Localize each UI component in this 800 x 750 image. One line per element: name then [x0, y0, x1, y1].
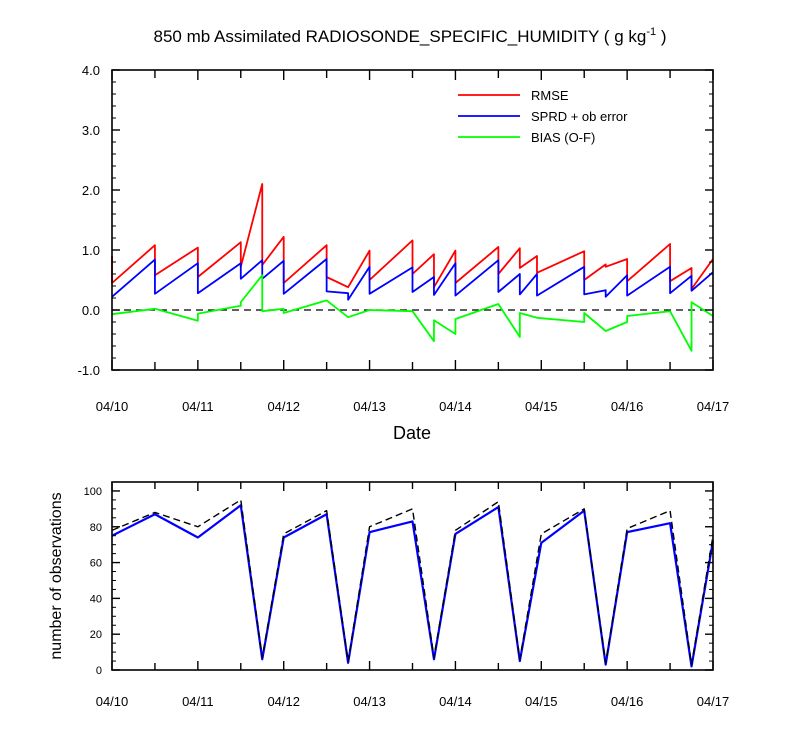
- legend-label-rmse: RMSE: [531, 88, 569, 103]
- legend-label-sprd-ob-error: SPRD + ob error: [531, 109, 628, 124]
- x-tick-label: 04/13: [353, 694, 386, 709]
- y-tick-label: 60: [90, 558, 102, 570]
- title-close: ): [656, 27, 666, 46]
- legend-label-bias-o-f: BIAS (O-F): [531, 130, 595, 145]
- y-tick-label: 80: [90, 522, 102, 534]
- chart-title: 850 mb Assimilated RADIOSONDE_SPECIFIC_H…: [154, 26, 667, 46]
- y-tick-label: 20: [90, 629, 102, 641]
- series-line-obs-possible: [111, 499, 714, 666]
- y-tick-label: 3.0: [82, 123, 100, 138]
- bottom-series: [111, 499, 715, 668]
- x-tick-label: 04/10: [96, 694, 129, 709]
- x-tick-label: 04/14: [439, 399, 472, 414]
- x-tick-label: 04/12: [267, 399, 300, 414]
- x-tick-label: 04/13: [353, 399, 386, 414]
- y-tick-label: 0: [96, 665, 102, 677]
- y-tick-label: -1.0: [78, 363, 100, 378]
- bottom-plot-frame: [111, 481, 714, 671]
- top-chart: 850 mb Assimilated RADIOSONDE_SPECIFIC_H…: [78, 26, 730, 443]
- y-tick-label: 40: [90, 593, 102, 605]
- top-ticks: [111, 69, 714, 371]
- bottom-x-tick-labels: 04/10 04/11 04/12 04/13 04/14 04/15 04/16 04/17: [96, 694, 730, 709]
- legend: RMSE SPRD + ob error BIAS (O-F): [458, 88, 628, 145]
- series-line-rmse: [111, 183, 714, 290]
- bottom-y-tick-labels: 0 20 40 60 80 100: [84, 486, 102, 677]
- x-tick-label: 04/14: [439, 694, 472, 709]
- x-tick-label: 04/11: [182, 399, 214, 414]
- x-tick-label: 04/10: [96, 399, 129, 414]
- top-x-tick-labels: 04/10 04/11 04/12 04/13 04/14 04/15 04/16 04/17: [96, 399, 730, 414]
- y-tick-label: 2.0: [82, 183, 100, 198]
- y-tick-label: 4.0: [82, 63, 100, 78]
- x-tick-label: 04/15: [525, 399, 558, 414]
- bottom-ticks: [111, 481, 714, 671]
- x-tick-label: 04/15: [525, 694, 558, 709]
- series-line-bias-o-f: [111, 274, 714, 352]
- x-tick-label: 04/12: [267, 694, 300, 709]
- title-exponent: -1: [646, 26, 656, 38]
- series-line-obs-used: [111, 504, 715, 668]
- x-tick-label: 04/17: [697, 694, 730, 709]
- y-axis-label: number of observations: [48, 492, 65, 659]
- x-tick-label: 04/17: [697, 399, 730, 414]
- x-axis-label: Date: [393, 423, 431, 443]
- y-tick-label: 100: [84, 486, 102, 498]
- series-line-sprd-ob-error: [111, 258, 714, 301]
- x-tick-label: 04/11: [182, 694, 214, 709]
- top-series: [111, 183, 714, 352]
- x-tick-label: 04/16: [611, 399, 644, 414]
- y-tick-label: 0.0: [82, 303, 100, 318]
- top-y-tick-labels: -1.0 0.0 1.0 2.0 3.0 4.0: [78, 63, 100, 378]
- x-tick-label: 04/16: [611, 694, 644, 709]
- y-tick-label: 1.0: [82, 243, 100, 258]
